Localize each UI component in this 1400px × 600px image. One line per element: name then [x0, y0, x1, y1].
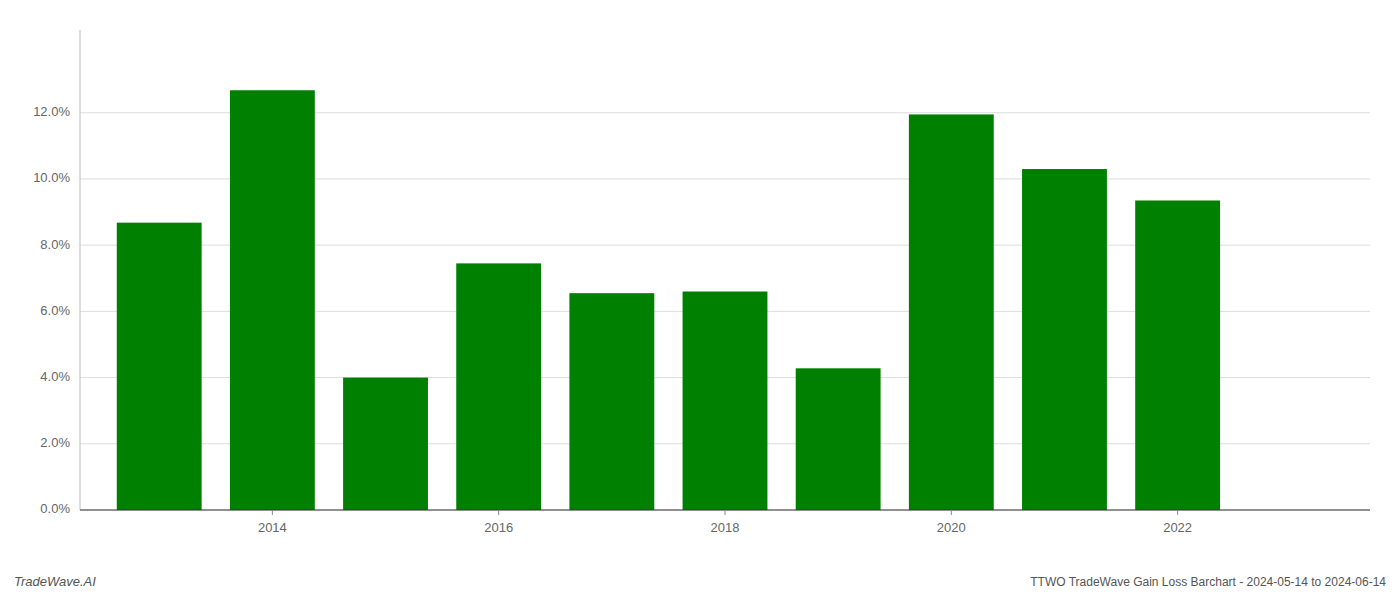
x-tick — [498, 510, 499, 515]
x-tick — [272, 510, 273, 515]
x-tick-label: 2020 — [937, 520, 966, 535]
x-ticks: 2014 2016 2018 2020 2022 — [258, 510, 1192, 535]
y-tick-label: 0.0% — [40, 501, 70, 516]
bar — [117, 223, 202, 510]
bar — [569, 293, 654, 510]
y-tick-labels: 0.0% 2.0% 4.0% 6.0% 8.0% 10.0% 12.0% — [33, 104, 70, 516]
y-tick-label: 10.0% — [33, 170, 70, 185]
bar — [796, 368, 881, 510]
y-tick-label: 4.0% — [40, 369, 70, 384]
watermark: TradeWave.AI — [14, 574, 96, 589]
y-tick-label: 6.0% — [40, 303, 70, 318]
bar — [683, 292, 768, 510]
y-tick-label: 2.0% — [40, 435, 70, 450]
title: TTWO TradeWave Gain Loss Barchart - 2024… — [1030, 575, 1386, 589]
x-tick-label: 2022 — [1163, 520, 1192, 535]
x-tick-label: 2014 — [258, 520, 287, 535]
chart: 0.0%2.0%4.0%6.0%8.0%10.0%12.0%2014201620… — [0, 0, 1400, 600]
bar — [1022, 169, 1107, 510]
x-tick — [725, 510, 726, 515]
bar — [456, 263, 541, 510]
x-tick — [951, 510, 952, 515]
y-tick-label: 8.0% — [40, 237, 70, 252]
x-tick-label: 2016 — [484, 520, 513, 535]
x-tick-label: 2018 — [711, 520, 740, 535]
x-tick — [1177, 510, 1178, 515]
chart-container: 0.0%2.0%4.0%6.0%8.0%10.0%12.0%2014201620… — [0, 0, 1400, 600]
y-tick-label: 12.0% — [33, 104, 70, 119]
bar — [909, 114, 994, 510]
bar — [343, 378, 428, 510]
y-axis-line — [80, 30, 81, 510]
bars — [117, 90, 1220, 510]
bar — [1135, 200, 1220, 510]
bar — [230, 90, 315, 510]
